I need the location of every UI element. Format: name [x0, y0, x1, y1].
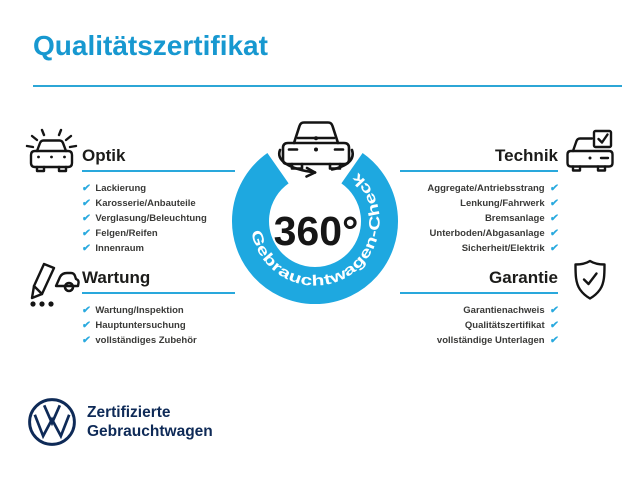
checklist-garantie: Garantienachweis ✔ Qualitätszertifikat ✔ vol… [400, 303, 559, 348]
checklist-item-label: Lackierung [95, 183, 147, 194]
checklist-technik: Aggregate/Antriebsstrang ✔ Lenkung/Fahrwer… [400, 181, 558, 256]
checklist-item: vollständige Unterlagen ✔ [400, 333, 559, 348]
inspection-pencil-car-icon [22, 258, 80, 312]
check-icon: ✔ [81, 197, 92, 209]
section-wartung: Wartung ✔ Wartung/Inspektion ✔ Hauptuntersu… [81, 268, 235, 348]
checklist-item: Garantienachweis ✔ [400, 303, 559, 318]
checklist-item-label: Aggregate/Antriebsstrang [427, 183, 545, 194]
header-divider [33, 85, 622, 87]
check-icon: ✔ [548, 319, 559, 331]
checklist-item-label: Garantienachweis [463, 305, 545, 316]
checklist-item: ✔ Karosserie/Anbauteile [81, 196, 235, 211]
check-icon: ✔ [81, 304, 92, 316]
section-technik: Technik Aggregate/Antriebsstrang ✔ Lenkung… [400, 146, 559, 256]
shiny-car-icon [24, 127, 78, 179]
section-title-wartung: Wartung [82, 268, 151, 287]
checklist-item: Qualitätszertifikat ✔ [400, 318, 559, 333]
check-icon: ✔ [548, 182, 559, 194]
section-divider [400, 170, 558, 172]
brand-line-1: Zertifizierte [87, 404, 171, 421]
shield-check-icon [572, 259, 608, 301]
checklist-item-label: Sicherheit/Elektrik [461, 243, 545, 254]
checklist-item: Bremsanlage ✔ [400, 211, 559, 226]
checklist-item: ✔ Innenraum [81, 241, 235, 256]
check-icon: ✔ [548, 334, 559, 346]
brand-text: Zertifizierte Gebrauchtwagen [87, 403, 213, 441]
check-icon: ✔ [81, 242, 92, 254]
section-divider [400, 292, 558, 294]
check-icon: ✔ [548, 212, 559, 224]
checklist-item: ✔ Verglasung/Beleuchtung [81, 211, 235, 226]
degree-label: 360° [274, 208, 359, 254]
checklist-item-label: Lenkung/Fahrwerk [460, 198, 545, 209]
check-icon: ✔ [548, 227, 559, 239]
checklist-item: ✔ Hauptuntersuchung [81, 318, 235, 333]
section-title-garantie: Garantie [489, 268, 558, 287]
vw-logo [28, 398, 76, 446]
checklist-item-label: vollständige Unterlagen [436, 335, 545, 346]
check-icon: ✔ [81, 334, 92, 346]
checklist-item-label: Karosserie/Anbauteile [95, 198, 196, 209]
checklist-item-label: Hauptuntersuchung [95, 320, 186, 331]
checklist-item-label: Wartung/Inspektion [95, 305, 184, 316]
section-divider [82, 170, 235, 172]
checklist-item-label: Verglasung/Beleuchtung [95, 213, 207, 224]
check-icon: ✔ [548, 242, 559, 254]
car-checkbox-icon [565, 129, 615, 177]
checklist-optik: ✔ Lackierung ✔ Karosserie/Anbauteile ✔ Vergla… [81, 181, 235, 256]
section-divider [82, 292, 235, 294]
checklist-item-label: Bremsanlage [484, 213, 545, 224]
checklist-item-label: Felgen/Reifen [95, 228, 158, 239]
brand-line-2: Gebrauchtwagen [87, 423, 213, 440]
section-title-optik: Optik [82, 146, 126, 165]
checklist-item: Sicherheit/Elektrik ✔ [400, 241, 559, 256]
checklist-item-label: Unterboden/Abgasanlage [429, 228, 545, 239]
checklist-item-label: vollständiges Zubehör [95, 335, 197, 346]
check-icon: ✔ [81, 182, 92, 194]
checklist-item: ✔ Felgen/Reifen [81, 226, 235, 241]
check-icon: ✔ [548, 197, 559, 209]
section-title-technik: Technik [495, 146, 558, 165]
checklist-item-label: Qualitätszertifikat [464, 320, 545, 331]
section-garantie: Garantie Garantienachweis ✔ Qualitätszerti… [400, 268, 559, 348]
checklist-item: Aggregate/Antriebsstrang ✔ [400, 181, 558, 196]
checklist-item: ✔ vollständiges Zubehör [81, 333, 235, 348]
ring-shape [232, 153, 398, 304]
check-icon: ✔ [548, 304, 559, 316]
checklist-item: ✔ Wartung/Inspektion [81, 303, 235, 318]
360-check-ring: Gebrauchtwagen-Check 360° [232, 121, 398, 304]
brand-lockup: Zertifizierte Gebrauchtwagen [27, 397, 213, 447]
check-icon: ✔ [81, 319, 92, 331]
checklist-item-label: Innenraum [95, 243, 144, 254]
checklist-item: ✔ Lackierung [81, 181, 235, 196]
check-icon: ✔ [81, 212, 92, 224]
checklist-wartung: ✔ Wartung/Inspektion ✔ Hauptuntersuchung ✔ vo… [81, 303, 235, 348]
checklist-item: Unterboden/Abgasanlage ✔ [400, 226, 559, 241]
checklist-item: Lenkung/Fahrwerk ✔ [400, 196, 559, 211]
check-icon: ✔ [81, 227, 92, 239]
page-title: Qualitätszertifikat [33, 30, 268, 61]
car-rotation-icon [277, 121, 354, 178]
section-optik: Optik ✔ Lackierung ✔ Karosserie/Anbauteile ✔… [81, 146, 235, 256]
